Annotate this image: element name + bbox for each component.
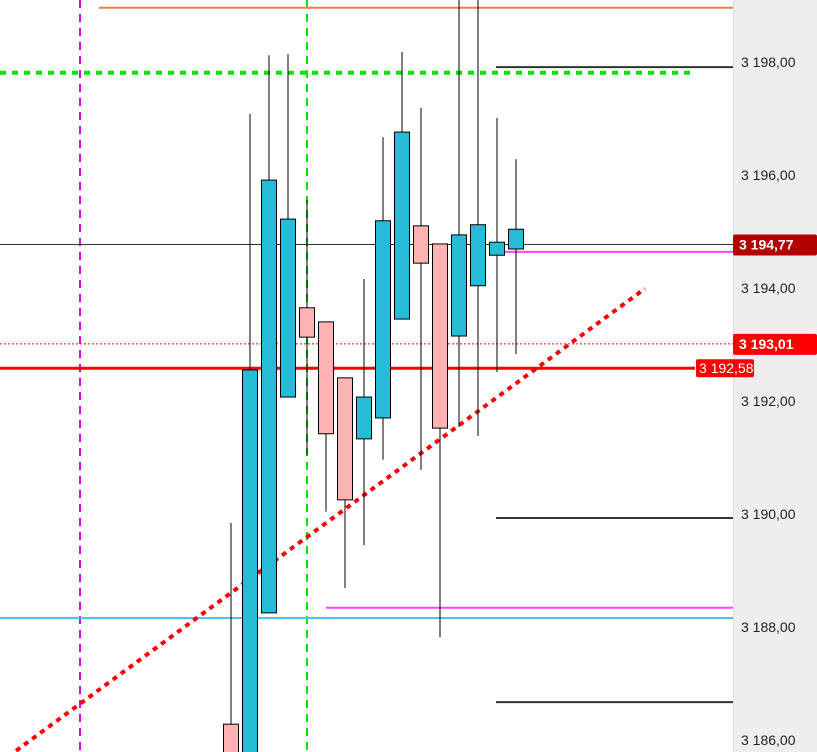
candle-up[interactable] <box>242 369 258 752</box>
candle-down[interactable] <box>318 321 334 435</box>
candle-up[interactable] <box>489 241 505 256</box>
price-tag <box>733 333 817 355</box>
candle-up[interactable] <box>451 234 467 337</box>
y-tick-label: 3 188,00 <box>741 619 796 635</box>
candle-up[interactable] <box>394 131 410 320</box>
price-tag <box>733 234 817 256</box>
candle-down[interactable] <box>223 723 239 752</box>
y-tick-label: 3 192,00 <box>741 393 796 409</box>
y-tick-label: 3 198,00 <box>741 54 796 70</box>
trendline[interactable] <box>0 286 647 752</box>
price-tag-label: 3 194,77 <box>739 236 794 252</box>
candle-up[interactable] <box>280 218 296 398</box>
price-tag <box>696 359 754 378</box>
candle-down[interactable] <box>432 243 448 429</box>
candle-up[interactable] <box>508 228 524 250</box>
y-tick-label: 3 190,00 <box>741 506 796 522</box>
candle-up[interactable] <box>261 179 277 614</box>
candle-up[interactable] <box>356 396 372 440</box>
candle-up[interactable] <box>375 220 391 419</box>
candle-down[interactable] <box>337 377 353 501</box>
y-tick-label: 3 196,00 <box>741 167 796 183</box>
candle-down[interactable] <box>299 307 315 338</box>
y-tick-label: 3 186,00 <box>741 732 796 748</box>
price-tag-label: 3 192,58 <box>699 360 754 376</box>
price-tag-label: 3 193,01 <box>739 336 794 352</box>
candle-down[interactable] <box>413 225 429 264</box>
candle-up[interactable] <box>470 224 486 287</box>
y-tick-label: 3 194,00 <box>741 280 796 296</box>
